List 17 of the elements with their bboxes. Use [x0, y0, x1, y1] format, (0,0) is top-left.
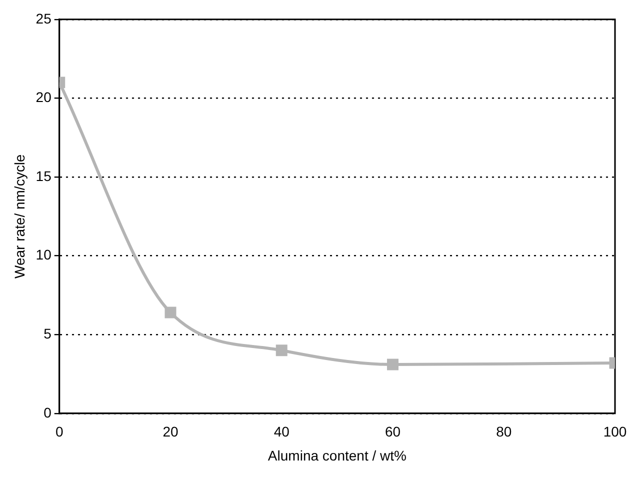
- point: [164, 306, 176, 318]
- x-tick-label: 100: [603, 424, 627, 440]
- y-axis-title: Wear rate/ nm/cycle: [11, 154, 28, 279]
- y-tick-label: 15: [36, 168, 52, 184]
- y-tick-label: 5: [44, 325, 52, 342]
- x-tick-label: 0: [55, 424, 64, 440]
- x-tick-label: 20: [162, 424, 178, 440]
- x-tick-label: 40: [274, 424, 290, 440]
- x-tick-label: 80: [496, 424, 512, 440]
- point: [276, 344, 288, 356]
- y-tick-label: 20: [36, 89, 52, 106]
- y-tick-label: 0: [44, 404, 52, 420]
- point: [387, 358, 398, 370]
- x-axis-title: Alumina content / wt%: [268, 447, 406, 464]
- x-tick-label: 60: [384, 424, 401, 440]
- y-tick-label: 25: [36, 10, 52, 26]
- y-tick-label: 10: [36, 246, 52, 263]
